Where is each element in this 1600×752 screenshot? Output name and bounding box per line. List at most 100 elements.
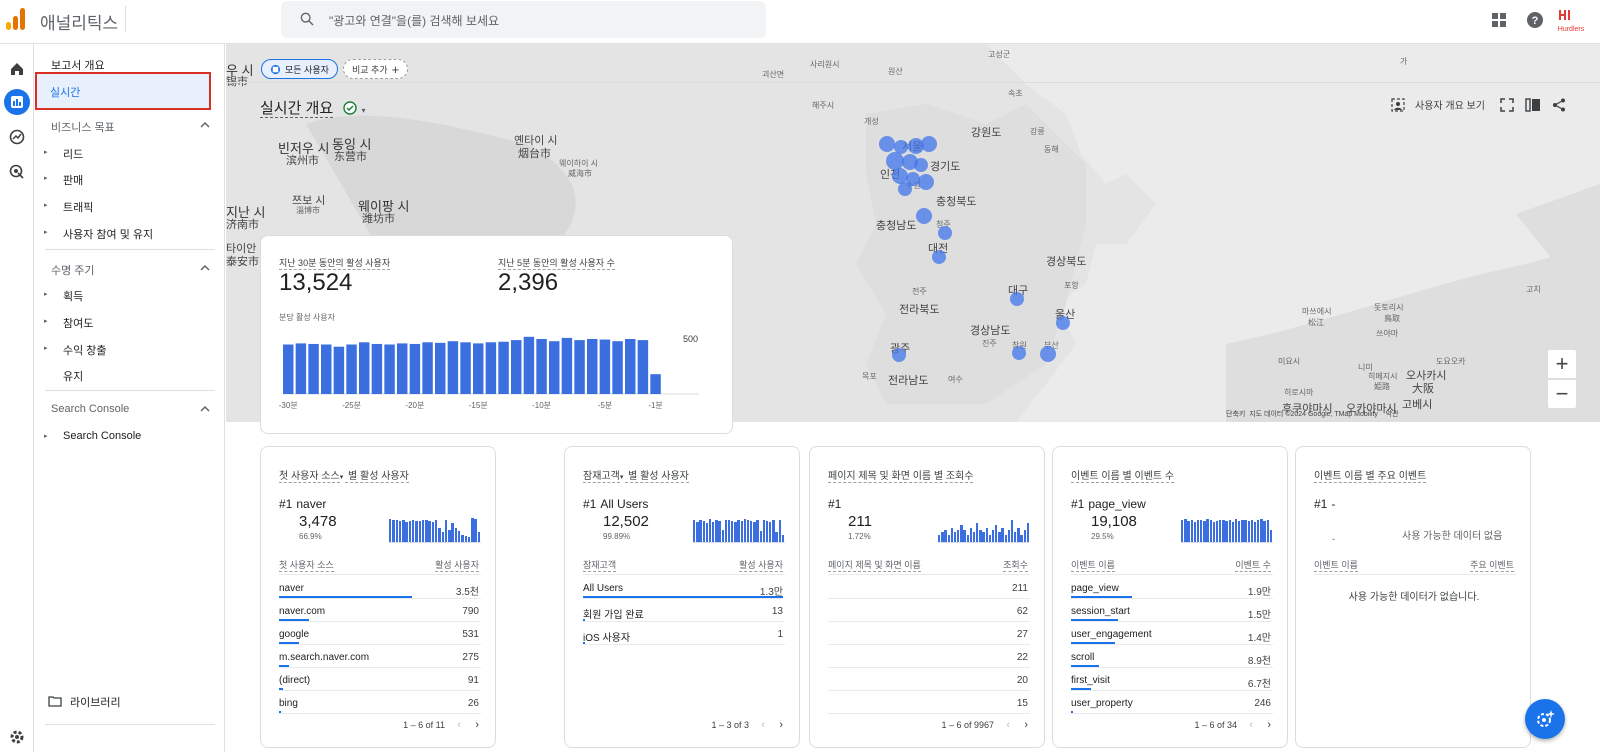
active-users-per-minute-chart[interactable]: 500 -30분 -25분 -20분 -15분 -10분 -5분 -1분 xyxy=(279,324,719,424)
reports-icon[interactable] xyxy=(4,89,30,115)
chart-bar[interactable] xyxy=(549,341,560,394)
dropdown-arrow-icon[interactable]: ▾ xyxy=(619,474,624,481)
user-location-dot[interactable] xyxy=(906,172,920,186)
sidebar-item-overview[interactable]: 보고서 개요 xyxy=(51,60,105,72)
user-location-dot[interactable] xyxy=(886,152,904,170)
table-row-name[interactable]: m.search.naver.com xyxy=(279,652,370,663)
zoom-in-button[interactable]: + xyxy=(1548,350,1576,378)
chart-bar[interactable] xyxy=(536,339,547,394)
column-header[interactable]: 이벤트 이름 xyxy=(1071,560,1115,572)
chart-bar[interactable] xyxy=(359,342,370,394)
prev-page-button[interactable]: ‹ xyxy=(457,719,461,731)
user-location-dot[interactable] xyxy=(921,136,937,152)
compare-columns-icon[interactable] xyxy=(1525,98,1541,117)
sidebar-item-engagement-retention[interactable]: 사용자 참여 및 유지 xyxy=(63,229,154,241)
map-shortcut-link[interactable]: 단축키 xyxy=(1226,411,1246,418)
chart-bar[interactable] xyxy=(397,343,408,394)
chevron-up-icon[interactable] xyxy=(199,262,211,274)
chart-bar[interactable] xyxy=(599,339,611,394)
table-row-name[interactable]: scroll xyxy=(1071,652,1095,663)
table-row-name[interactable]: 회원 가입 완료 xyxy=(583,610,644,621)
chart-bar[interactable] xyxy=(498,341,509,394)
next-page-button[interactable]: › xyxy=(475,719,479,731)
card-title[interactable]: 이벤트 이름 별 이벤트 수 xyxy=(1071,467,1175,483)
section-business-goals[interactable]: 비즈니스 목표 xyxy=(51,122,115,134)
sidebar-item-retention[interactable]: 유지 xyxy=(63,371,84,383)
table-row-name[interactable]: session_start xyxy=(1071,606,1130,617)
user-location-dot[interactable] xyxy=(892,168,908,184)
user-location-dot[interactable] xyxy=(894,140,908,154)
chart-bar[interactable] xyxy=(637,340,649,394)
chart-bar[interactable] xyxy=(473,343,484,394)
fullscreen-icon[interactable] xyxy=(1500,98,1514,117)
chart-bar[interactable] xyxy=(587,339,598,394)
prev-page-button[interactable]: ‹ xyxy=(1249,719,1253,731)
chart-bar[interactable] xyxy=(384,344,395,395)
user-location-dot[interactable] xyxy=(1056,316,1070,330)
user-location-dot[interactable] xyxy=(938,226,952,240)
table-row-name[interactable]: (direct) xyxy=(279,675,311,686)
chart-bar[interactable] xyxy=(308,343,319,394)
prev-page-button[interactable]: ‹ xyxy=(761,719,765,731)
chevron-up-icon[interactable] xyxy=(199,119,211,131)
chart-bar[interactable] xyxy=(333,346,345,394)
chart-bar[interactable] xyxy=(561,337,573,394)
user-location-dot[interactable] xyxy=(932,250,946,264)
help-icon[interactable]: ? xyxy=(1524,9,1546,31)
user-location-dot[interactable] xyxy=(898,182,912,196)
all-users-chip[interactable]: 모든 사용자 xyxy=(261,59,338,79)
user-location-dot[interactable] xyxy=(918,174,934,190)
table-row-name[interactable]: first_visit xyxy=(1071,675,1110,686)
sidebar-item-realtime[interactable]: 실시간 xyxy=(35,72,211,110)
share-icon[interactable] xyxy=(1552,98,1566,117)
sidebar-item-traffic[interactable]: 트래픽 xyxy=(63,202,94,214)
chart-bar[interactable] xyxy=(460,342,471,394)
search-input[interactable]: "광고와 연결"을(를) 검색해 보세요 xyxy=(281,1,766,38)
chart-bar[interactable] xyxy=(523,336,535,394)
settings-gear-icon[interactable] xyxy=(4,724,30,750)
section-lifecycle[interactable]: 수명 주기 xyxy=(51,265,95,277)
user-location-dot[interactable] xyxy=(914,158,928,172)
user-location-dot[interactable] xyxy=(1012,346,1026,360)
table-row-name[interactable]: All Users xyxy=(583,583,624,594)
column-header[interactable]: 활성 사용자 xyxy=(739,560,783,572)
table-row-name[interactable]: iOS 사용자 xyxy=(583,633,631,644)
chart-bar[interactable] xyxy=(511,340,522,394)
check-circle-icon[interactable] xyxy=(343,101,358,115)
sidebar-item-engagement[interactable]: 참여도 xyxy=(63,318,94,330)
table-row-name[interactable]: naver xyxy=(279,583,305,594)
chart-bar[interactable] xyxy=(650,374,661,394)
zoom-out-button[interactable]: − xyxy=(1548,380,1576,408)
column-header[interactable]: 활성 사용자 xyxy=(435,560,479,572)
sidebar-item-library[interactable]: 라이브러리 xyxy=(70,697,121,709)
card-title[interactable]: 잠재고객▾ 별 활성 사용자 xyxy=(583,467,689,483)
card-title-dimension[interactable]: 이벤트 이름 별 주요 이벤트 xyxy=(1314,471,1427,483)
dropdown-arrow-icon[interactable]: ▾ xyxy=(361,106,366,115)
next-page-button[interactable]: › xyxy=(1267,719,1271,731)
column-header[interactable]: 잠재고객 xyxy=(583,560,617,572)
column-header[interactable]: 조회수 xyxy=(1003,560,1028,572)
column-header[interactable]: 페이지 제목 및 화면 이름 xyxy=(828,560,921,572)
card-title-dimension[interactable]: 잠재고객 xyxy=(583,471,620,483)
card-title[interactable]: 페이지 제목 및 화면 이름 별 조회수 xyxy=(828,467,974,483)
column-header[interactable]: 첫 사용자 소스 xyxy=(279,560,334,572)
card-title-dimension[interactable]: 첫 사용자 소스 xyxy=(279,471,340,483)
sidebar-item-search-console[interactable]: Search Console xyxy=(63,430,142,442)
user-location-dot[interactable] xyxy=(879,136,895,152)
user-location-dot[interactable] xyxy=(1010,292,1024,306)
sidebar-item-monetization[interactable]: 수익 창출 xyxy=(63,345,107,357)
chart-bar[interactable] xyxy=(574,340,585,394)
insights-button[interactable] xyxy=(1525,699,1565,739)
chart-bar[interactable] xyxy=(485,342,497,394)
dropdown-arrow-icon[interactable]: ▾ xyxy=(339,474,344,481)
card-title-dimension[interactable]: 페이지 제목 및 화면 이름 별 조회수 xyxy=(828,471,974,483)
chart-bar[interactable] xyxy=(295,343,307,394)
chart-bar[interactable] xyxy=(612,341,623,394)
chart-bar[interactable] xyxy=(346,344,357,395)
home-icon[interactable] xyxy=(4,56,30,82)
map-terms-link[interactable]: 약관 xyxy=(1385,411,1399,418)
analytics-logo-icon[interactable] xyxy=(6,8,28,30)
next-page-button[interactable]: › xyxy=(1024,719,1028,731)
card-title[interactable]: 이벤트 이름 별 주요 이벤트 xyxy=(1314,467,1427,483)
user-location-dot[interactable] xyxy=(892,348,906,362)
